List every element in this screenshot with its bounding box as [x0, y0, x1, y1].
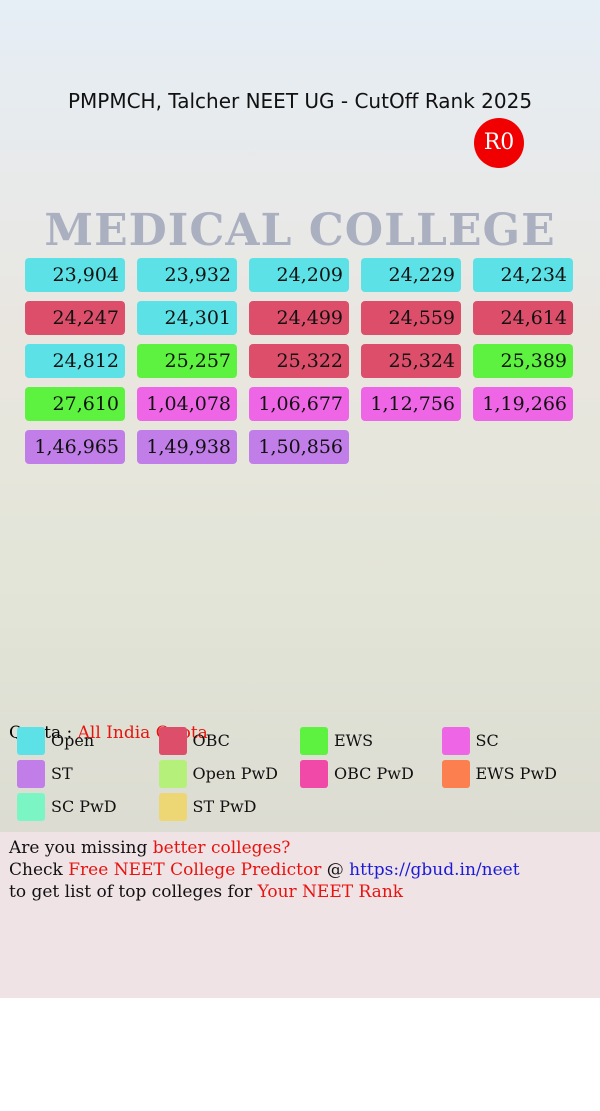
rank-cell: 1,04,078 [137, 387, 237, 421]
rank-cell: 24,812 [25, 344, 125, 378]
rank-cell: 1,49,938 [137, 430, 237, 464]
legend-label: OBC [192, 731, 230, 750]
legend-swatch [158, 727, 187, 755]
legend-swatch [17, 727, 45, 755]
footer-text: Your NEET Rank [257, 882, 404, 902]
legend-label: Open [51, 731, 95, 750]
rank-cell: 1,19,266 [473, 387, 573, 421]
rank-cell: 25,389 [473, 344, 573, 378]
title: PMPMCH, Talcher NEET UG - CutOff Rank 20… [67, 89, 533, 113]
rank-cell: 24,559 [361, 301, 461, 335]
legend-swatch [17, 760, 45, 788]
legend-swatch [158, 793, 187, 821]
legend-swatch [300, 727, 328, 755]
legend-label: SC [475, 731, 499, 750]
round-badge: R0 [474, 118, 524, 168]
rank-cell: 24,614 [473, 301, 573, 335]
footer-text[interactable]: https://gbud.in/neet [349, 860, 520, 880]
footer-text: to get list of top colleges for [9, 882, 258, 902]
rank-cell: 23,904 [25, 258, 125, 292]
rank-cell: 25,324 [361, 344, 461, 378]
footer-text: @ [321, 860, 350, 880]
legend-label: Open PwD [192, 764, 279, 783]
rank-cell: 24,301 [137, 301, 237, 335]
legend-label: EWS [334, 731, 374, 750]
legend-label: OBC PwD [334, 764, 414, 783]
footer-text: Check [9, 860, 69, 880]
rank-cell: 25,322 [249, 344, 349, 378]
legend-swatch [441, 727, 470, 755]
legend-label: SC PwD [51, 797, 117, 816]
footer-text: Are you missing [9, 838, 153, 858]
rank-cell: 24,229 [361, 258, 461, 292]
rank-cell: 25,257 [137, 344, 237, 378]
legend-label: ST [51, 764, 73, 783]
footer-text: better colleges? [152, 838, 291, 858]
rank-cell: 1,06,677 [249, 387, 349, 421]
rank-cell: 27,610 [25, 387, 125, 421]
rank-cell: 1,12,756 [361, 387, 461, 421]
footer-text: Free NEET College Predictor [68, 860, 322, 880]
legend-label: ST PwD [192, 797, 257, 816]
rank-cell: 23,932 [137, 258, 237, 292]
background-text: MEDICAL COLLEGE [44, 205, 556, 256]
rank-cell: 1,46,965 [25, 430, 125, 464]
footer-line: Check Free NEET College Predictor @ http… [9, 860, 520, 880]
rank-cell: 24,247 [25, 301, 125, 335]
rank-cell: 24,234 [473, 258, 573, 292]
quota-value: All India Quota [77, 723, 208, 743]
footer-panel [0, 832, 600, 998]
rank-cell: 24,209 [249, 258, 349, 292]
rank-cell: 24,499 [249, 301, 349, 335]
legend-swatch [441, 760, 470, 788]
legend-swatch [17, 793, 45, 821]
legend-swatch [300, 760, 328, 788]
legend-label: EWS PwD [475, 764, 557, 783]
rank-cell: 1,50,856 [249, 430, 349, 464]
legend-swatch [158, 760, 187, 788]
footer-line: Are you missing better colleges? [9, 838, 290, 858]
footer-line: to get list of top colleges for Your NEE… [9, 882, 403, 902]
